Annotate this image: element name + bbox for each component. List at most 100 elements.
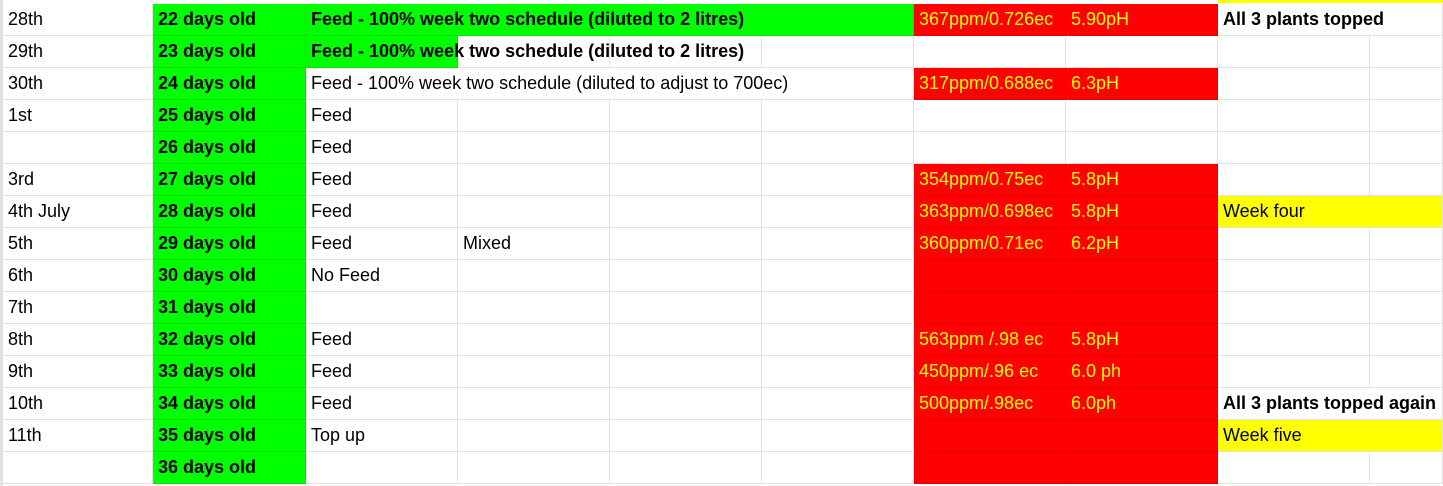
date-cell[interactable]: 30th	[3, 68, 153, 100]
note-cell[interactable]	[458, 132, 610, 164]
feed-cell[interactable]: Feed - 100% week two schedule (diluted t…	[306, 68, 788, 100]
feed-cell[interactable]: Feed	[306, 100, 458, 132]
empty-cell[interactable]	[762, 196, 914, 228]
empty-cell[interactable]	[762, 100, 914, 132]
empty-cell[interactable]	[762, 260, 914, 292]
date-cell[interactable]: 8th	[3, 324, 153, 356]
empty-cell[interactable]	[1370, 452, 1443, 484]
comment-cell[interactable]	[1218, 164, 1370, 196]
age-cell[interactable]: 29 days old	[153, 228, 306, 260]
date-cell[interactable]: 29th	[3, 36, 153, 68]
feed-cell[interactable]: Feed - 100% week two schedule (diluted t…	[306, 36, 744, 68]
empty-cell[interactable]	[610, 132, 762, 164]
empty-cell[interactable]	[1370, 324, 1443, 356]
ppm-ec-cell[interactable]	[914, 420, 1066, 452]
empty-cell[interactable]	[1370, 228, 1443, 260]
ph-cell[interactable]: 5.8pH	[1066, 324, 1218, 356]
note-cell[interactable]	[458, 196, 610, 228]
empty-cell[interactable]	[610, 164, 762, 196]
date-cell[interactable]: 11th	[3, 420, 153, 452]
empty-cell[interactable]	[1370, 68, 1443, 100]
feed-cell[interactable]	[306, 292, 458, 324]
ph-cell[interactable]: 6.2pH	[1066, 228, 1218, 260]
empty-cell[interactable]	[762, 324, 914, 356]
empty-cell[interactable]	[1370, 164, 1443, 196]
ph-cell[interactable]: 5.8pH	[1066, 196, 1218, 228]
age-cell[interactable]: 24 days old	[153, 68, 306, 100]
empty-cell[interactable]	[610, 260, 762, 292]
ph-cell[interactable]: 5.8pH	[1066, 164, 1218, 196]
age-cell[interactable]: 25 days old	[153, 100, 306, 132]
feed-cell[interactable]: Top up	[306, 420, 458, 452]
note-cell[interactable]	[458, 388, 610, 420]
note-cell[interactable]	[458, 356, 610, 388]
date-cell[interactable]	[3, 132, 153, 164]
empty-cell[interactable]	[762, 452, 914, 484]
empty-cell[interactable]	[762, 68, 914, 100]
note-cell[interactable]	[458, 164, 610, 196]
age-cell[interactable]: 31 days old	[153, 292, 306, 324]
age-cell[interactable]: 23 days old	[153, 36, 306, 68]
empty-cell[interactable]	[610, 228, 762, 260]
feed-cell[interactable]: Feed - 100% week two schedule (diluted t…	[306, 4, 914, 36]
ppm-ec-cell[interactable]: 354ppm/0.75ec	[914, 164, 1066, 196]
feed-cell[interactable]: No Feed	[306, 260, 458, 292]
empty-cell[interactable]	[610, 68, 762, 100]
empty-cell[interactable]	[762, 292, 914, 324]
age-cell[interactable]: 30 days old	[153, 260, 306, 292]
ppm-ec-cell[interactable]	[914, 452, 1066, 484]
comment-cell[interactable]	[1218, 356, 1370, 388]
comment-cell[interactable]: All 3 plants topped	[1218, 4, 1384, 36]
empty-cell[interactable]	[1370, 196, 1443, 228]
age-cell[interactable]: 26 days old	[153, 132, 306, 164]
note-cell[interactable]	[458, 68, 610, 100]
ph-cell[interactable]	[1066, 100, 1218, 132]
age-cell[interactable]: 35 days old	[153, 420, 306, 452]
ppm-ec-cell[interactable]: 360ppm/0.71ec	[914, 228, 1066, 260]
note-cell[interactable]	[458, 324, 610, 356]
note-cell[interactable]	[458, 420, 610, 452]
ppm-ec-cell[interactable]	[914, 100, 1066, 132]
ph-cell[interactable]	[1066, 132, 1218, 164]
empty-cell[interactable]	[610, 420, 762, 452]
ph-cell[interactable]: 5.90pH	[1066, 4, 1218, 36]
feed-cell[interactable]: Feed	[306, 388, 458, 420]
empty-cell[interactable]	[1370, 100, 1443, 132]
empty-cell[interactable]	[610, 324, 762, 356]
ppm-ec-cell[interactable]	[914, 36, 1066, 68]
ppm-ec-cell[interactable]: 363ppm/0.698ec	[914, 196, 1066, 228]
ph-cell[interactable]: 6.3pH	[1066, 68, 1218, 100]
date-cell[interactable]: 3rd	[3, 164, 153, 196]
ph-cell[interactable]: 6.0 ph	[1066, 356, 1218, 388]
empty-cell[interactable]	[1370, 132, 1443, 164]
date-cell[interactable]: 10th	[3, 388, 153, 420]
ppm-ec-cell[interactable]: 317ppm/0.688ec	[914, 68, 1066, 100]
feed-cell[interactable]: Feed	[306, 356, 458, 388]
empty-cell[interactable]	[1370, 36, 1443, 68]
ppm-ec-cell[interactable]: 563ppm /.98 ec	[914, 324, 1066, 356]
age-cell[interactable]: 33 days old	[153, 356, 306, 388]
empty-cell[interactable]	[610, 356, 762, 388]
feed-cell[interactable]: Feed	[306, 324, 458, 356]
comment-cell[interactable]	[1218, 100, 1370, 132]
ppm-ec-cell[interactable]: 367ppm/0.726ec	[914, 4, 1066, 36]
empty-cell[interactable]	[762, 164, 914, 196]
ppm-ec-cell[interactable]	[914, 260, 1066, 292]
comment-cell[interactable]	[1218, 452, 1370, 484]
ppm-ec-cell[interactable]	[914, 132, 1066, 164]
empty-cell[interactable]	[1370, 420, 1443, 452]
note-cell[interactable]	[458, 452, 610, 484]
empty-cell[interactable]	[610, 452, 762, 484]
comment-cell[interactable]: Week five	[1218, 420, 1370, 452]
empty-cell[interactable]	[1370, 356, 1443, 388]
note-cell[interactable]	[458, 260, 610, 292]
comment-cell[interactable]: All 3 plants topped again	[1218, 388, 1436, 420]
empty-cell[interactable]	[610, 196, 762, 228]
note-cell[interactable]: Mixed	[458, 228, 610, 260]
empty-cell[interactable]	[762, 388, 914, 420]
ph-cell[interactable]	[1066, 420, 1218, 452]
empty-cell[interactable]	[610, 292, 762, 324]
comment-cell[interactable]	[1218, 132, 1370, 164]
age-cell[interactable]: 36 days old	[153, 452, 306, 484]
feed-cell[interactable]: Feed	[306, 132, 458, 164]
